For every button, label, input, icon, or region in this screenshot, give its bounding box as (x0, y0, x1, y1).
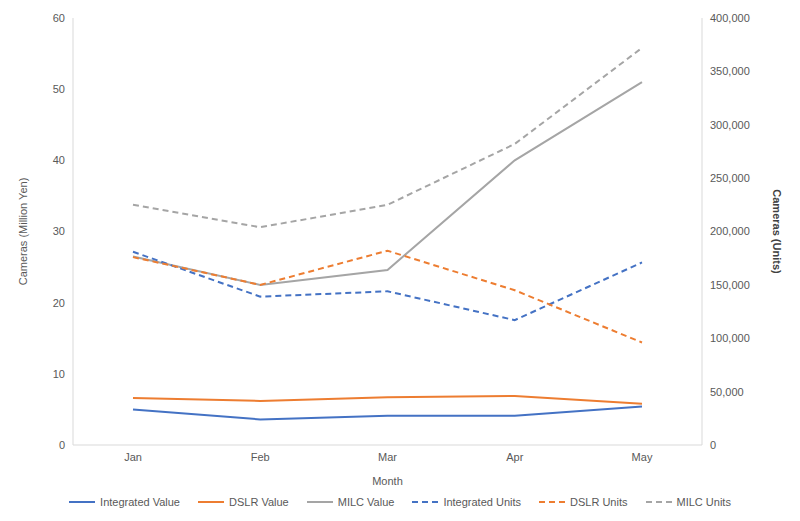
html-text:Integrated Value: Integrated Value (100, 496, 180, 508)
svg-text:50: 50 (53, 83, 65, 95)
html-text:Integrated Units: Integrated Units (443, 496, 521, 508)
svg-text:50,000: 50,000 (710, 386, 744, 398)
svg-text:Cameras (Units): Cameras (Units) (771, 189, 783, 274)
svg-text:30: 30 (53, 225, 65, 237)
html-text:DSLR Units: DSLR Units (570, 496, 628, 508)
svg-text:150,000: 150,000 (710, 279, 750, 291)
svg-text:20: 20 (53, 297, 65, 309)
svg-text:Apr: Apr (506, 451, 523, 463)
svg-text:200,000: 200,000 (710, 225, 750, 237)
svg-text:Month: Month (372, 475, 403, 487)
html-text:DSLR Value: DSLR Value (229, 496, 289, 508)
svg-text:Feb: Feb (251, 451, 270, 463)
svg-text:60: 60 (53, 12, 65, 24)
svg-text:0: 0 (710, 439, 716, 451)
svg-text:0: 0 (59, 439, 65, 451)
html-text:MILC Value: MILC Value (337, 496, 395, 508)
svg-text:100,000: 100,000 (710, 332, 750, 344)
svg-text:300,000: 300,000 (710, 119, 750, 131)
svg-text:Cameras (Million Yen): Cameras (Million Yen) (17, 178, 29, 286)
svg-text:10: 10 (53, 368, 65, 380)
svg-text:Mar: Mar (378, 451, 397, 463)
svg-text:May: May (632, 451, 653, 463)
svg-text:350,000: 350,000 (710, 65, 750, 77)
html-text:MILC Units: MILC Units (676, 496, 731, 508)
svg-text:400,000: 400,000 (710, 12, 750, 24)
svg-text:40: 40 (53, 154, 65, 166)
svg-text:Jan: Jan (124, 451, 142, 463)
svg-text:250,000: 250,000 (710, 172, 750, 184)
